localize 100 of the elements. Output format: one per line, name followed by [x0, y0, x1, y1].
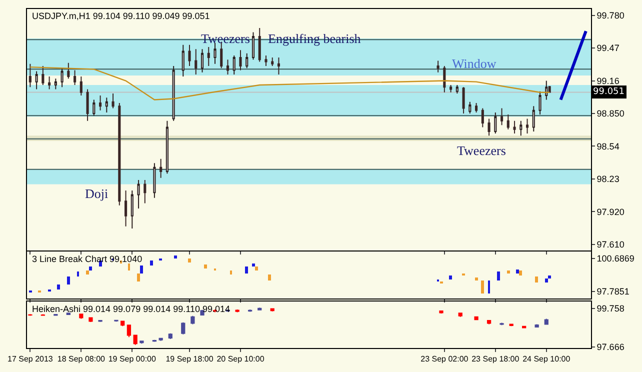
candlestick [494, 112, 497, 134]
bar [86, 270, 89, 275]
candlestick [520, 120, 522, 136]
candlestick [488, 118, 490, 136]
candlestick [538, 90, 542, 116]
annotation: Doji [85, 186, 108, 201]
candlestick [526, 118, 529, 134]
bar [252, 264, 255, 267]
candlestick [99, 95, 102, 111]
candlestick [48, 76, 51, 90]
candlestick [270, 308, 274, 312]
candlestick [172, 66, 175, 122]
candlestick [168, 332, 172, 340]
bar [449, 276, 452, 280]
candlestick [181, 322, 186, 335]
candlestick [481, 108, 484, 128]
candlestick [475, 102, 478, 113]
candlestick [60, 68, 64, 88]
bar [245, 266, 248, 274]
bar [128, 264, 130, 271]
bar [268, 274, 271, 281]
bar [150, 260, 153, 266]
candlestick [207, 46, 210, 66]
x-tick-label: 24 Sep 10:00 [522, 354, 571, 364]
ref-line-label: 99.051 [593, 87, 624, 97]
candlestick [468, 101, 472, 114]
x-tick-label: 23 Sep 18:00 [472, 354, 520, 364]
x-tick-label: 23 Sep 02:00 [420, 354, 469, 364]
x-tick-label: 18 Sep 08:00 [57, 354, 106, 364]
bar [545, 278, 548, 283]
annotation: Window [452, 56, 497, 71]
candlestick [158, 338, 163, 342]
bar [488, 280, 490, 294]
candlestick [258, 28, 261, 62]
candlestick [66, 312, 70, 316]
candlestick [88, 316, 93, 323]
candlestick [506, 114, 510, 130]
bar [77, 272, 79, 277]
candlestick [188, 44, 191, 66]
candlestick [114, 320, 118, 322]
candlestick [486, 320, 492, 325]
candlestick [137, 179, 140, 209]
candlestick [443, 66, 446, 93]
candlestick [79, 313, 84, 320]
chart-title: Heiken-Ashi 99.014 99.079 99.014 99.110 99.014 [32, 304, 230, 314]
candlestick [126, 324, 132, 338]
candlestick [74, 70, 76, 86]
bar [188, 258, 191, 263]
candlestick [35, 70, 38, 90]
candlestick [232, 54, 236, 75]
bar [475, 278, 478, 281]
candlestick [133, 334, 138, 346]
candlestick [153, 162, 156, 198]
candlestick [214, 42, 216, 64]
candlestick [182, 44, 184, 78]
candlestick [112, 92, 114, 109]
chart-title: USDJPY.m,H1 99.104 99.110 99.049 99.051 [32, 11, 210, 21]
candlestick [28, 63, 32, 88]
y-tick-label: 97.920 [596, 206, 624, 217]
candlestick [140, 340, 144, 344]
candlestick [86, 88, 89, 122]
x-tick-label: 19 Sep 18:00 [166, 354, 214, 364]
candlestick [277, 57, 280, 75]
bar [519, 270, 522, 276]
candlestick [200, 48, 204, 73]
bar [255, 266, 258, 271]
bar [548, 276, 551, 279]
candlestick [235, 308, 240, 313]
y-tick-label: 99.16 [596, 76, 620, 86]
candlestick [246, 52, 248, 69]
y-tick-label: 99.780 [596, 10, 624, 20]
candlestick [42, 66, 44, 86]
x-tick-label: 20 Sep 10:00 [216, 354, 265, 364]
candlestick [200, 309, 204, 316]
candlestick [264, 54, 268, 66]
bar [481, 280, 484, 294]
x-tick-label: 19 Sep 00:00 [108, 354, 156, 364]
candlestick [54, 78, 57, 90]
bar [497, 272, 500, 281]
bar [89, 266, 92, 271]
bar [230, 270, 232, 275]
candlestick [92, 99, 96, 116]
y-tick-label: 99.758 [596, 304, 624, 314]
candlestick [509, 323, 514, 327]
bar [516, 270, 519, 274]
y-tick-label: 99.47 [596, 43, 620, 54]
bar [204, 264, 207, 269]
candlestick [513, 120, 516, 134]
candlestick [458, 312, 462, 318]
candlestick [436, 60, 440, 73]
candlestick [67, 62, 70, 80]
candlestick [534, 324, 539, 328]
bar [137, 274, 140, 282]
bar [174, 256, 177, 259]
bar [140, 266, 143, 274]
candlestick [160, 158, 162, 178]
candlestick [548, 86, 551, 93]
candlestick [105, 97, 108, 113]
y-tick-label: 98.23 [596, 174, 620, 184]
candlestick [252, 32, 255, 60]
